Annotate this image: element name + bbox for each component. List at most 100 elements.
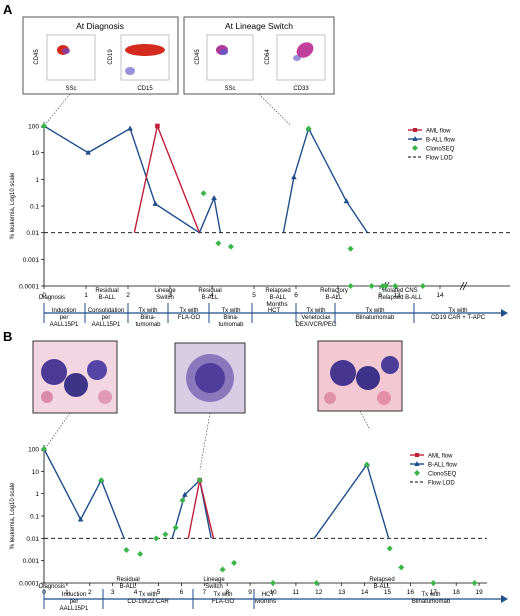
inset-ylabel-cd45-a: CD45: [34, 49, 40, 65]
x-tick-label: 8: [225, 589, 229, 596]
b-all-flow-point: [77, 516, 84, 522]
x-tick-label: 5: [157, 589, 161, 596]
timeline-treatment-label: FLA-GO: [212, 599, 235, 605]
axis-break: [462, 281, 468, 291]
clonoseq-point: [172, 524, 179, 531]
y-tick-label: 0.01: [26, 536, 39, 543]
x-axis-label: Months: [255, 598, 277, 605]
timeline-a: DiagnosisResidualB-ALLLineageSwitchResid…: [39, 288, 508, 328]
x-tick-label: 19: [475, 589, 483, 596]
timeline-event-label: Residual: [95, 288, 118, 294]
x-tick-label: 18: [453, 589, 461, 596]
timeline-treatment-label: HCT: [262, 592, 275, 598]
inset-xlabel-ssc-b: SSc: [224, 86, 235, 92]
y-axis-label: % leukemia, Log10 scale: [10, 482, 16, 549]
clonoseq-point: [379, 283, 386, 289]
y-tick-label: 10: [32, 150, 40, 157]
timeline-event-label: B-ALL: [270, 295, 287, 301]
timeline-event-label: B-ALL: [99, 295, 116, 301]
timeline-treatment-label: Blinatumomab: [412, 599, 451, 605]
y-tick-label: 0.0001: [19, 284, 39, 291]
legend-marker: [414, 461, 420, 466]
cytology-image-1: [32, 340, 118, 414]
timeline-event-label: B-ALL: [120, 584, 137, 590]
x-tick-label: 5: [252, 292, 256, 299]
axis-break: [459, 281, 465, 291]
clonoseq-point: [98, 477, 105, 484]
series-line-b-all-flow: [43, 448, 125, 539]
x-axis-label: Months: [266, 301, 288, 308]
timeline-event-label: Residual: [198, 288, 221, 294]
timeline-treatment-label: Tx with: [138, 592, 157, 598]
clonoseq-point: [430, 580, 437, 586]
series-line-b-all-flow: [282, 126, 368, 234]
legend-marker: [414, 470, 420, 476]
x-tick-label: 15: [384, 589, 392, 596]
timeline-treatment-label: Tx with: [213, 592, 232, 598]
clonoseq-point: [162, 531, 169, 538]
clonoseq-point: [137, 550, 144, 557]
chart-b: 1001010.10.010.0010.00010123456789101112…: [10, 445, 487, 605]
timeline-treatment-label: Blinatumomab: [356, 315, 395, 321]
timeline-treatment-label: Tx with: [138, 308, 157, 314]
inset-ylabel-cd64: CD64: [265, 49, 271, 65]
timeline-treatment-label: AALL15P1: [50, 322, 79, 328]
x-tick-label: 2: [88, 589, 92, 596]
timeline-event-label: Switch: [156, 295, 174, 301]
clonoseq-point: [123, 547, 130, 554]
timeline-event-label: Relapsed B-ALL: [378, 295, 422, 301]
b-all-flow-point: [85, 149, 91, 155]
clonoseq-point: [41, 123, 47, 129]
x-tick-label: 4: [210, 292, 214, 299]
legend-label: ClonoSEQ: [428, 471, 457, 477]
clonoseq-point: [215, 240, 222, 247]
timeline-event-label: Lineage: [203, 577, 225, 583]
x-tick-label: 14: [436, 292, 444, 299]
x-tick-label: 4: [134, 589, 138, 596]
legend-label: ClonoSEQ: [426, 146, 455, 152]
timeline-treatment-label: tumomab: [135, 322, 161, 328]
inset-xlabel-ssc-a: SSc: [65, 86, 76, 92]
series-line-aml-flow: [133, 123, 201, 233]
x-tick-label: 14: [361, 589, 369, 596]
clonoseq-point: [219, 566, 226, 573]
timeline-treatment-label: per: [60, 315, 69, 321]
y-tick-label: 0.001: [23, 558, 40, 565]
y-tick-label: 0.0001: [19, 581, 39, 588]
series-line-b-all-flow: [171, 478, 212, 539]
inset-xlabel-cd15: CD15: [137, 86, 153, 92]
clonoseq-point: [398, 564, 405, 571]
timeline-treatment-label: per: [70, 599, 79, 605]
aml-flow-point: [155, 123, 160, 129]
series-line-b-all-flow: [43, 125, 222, 234]
clonoseq-point: [179, 497, 186, 504]
y-tick-label: 0.1: [30, 514, 39, 521]
timeline-arrow: [501, 595, 508, 603]
clonoseq-point: [347, 283, 354, 289]
y-tick-label: 10: [32, 469, 40, 476]
timeline-treatment-label: FLA-GO: [178, 315, 201, 321]
x-tick-label: 17: [430, 589, 438, 596]
clonoseq-point: [227, 243, 234, 250]
clonoseq-point: [41, 446, 47, 452]
x-tick-label: 16: [407, 589, 415, 596]
inset-title-diagnosis: At Diagnosis: [76, 21, 124, 31]
timeline-event-label: Lineage: [154, 288, 176, 294]
timeline-treatment-label: Tx with: [221, 308, 240, 314]
legend-label: B-ALL flow: [428, 462, 457, 468]
cytology-image-3: [317, 340, 403, 412]
timeline-treatment-label: per: [102, 315, 111, 321]
legend-label: Flow LOD: [428, 480, 455, 486]
x-tick-label: 6: [294, 292, 298, 299]
panel-label-a: A: [3, 2, 13, 17]
legend-label: Flow LOD: [426, 155, 453, 161]
x-tick-label: 3: [168, 292, 172, 299]
y-tick-label: 0.001: [23, 257, 40, 264]
series-line-b-all-flow: [313, 463, 390, 539]
x-tick-label: 0: [42, 292, 46, 299]
timeline-treatment-label: Tx with: [179, 308, 198, 314]
timeline-treatment-label: Blina-: [140, 315, 155, 321]
timeline-event-label: Residual: [116, 577, 139, 583]
